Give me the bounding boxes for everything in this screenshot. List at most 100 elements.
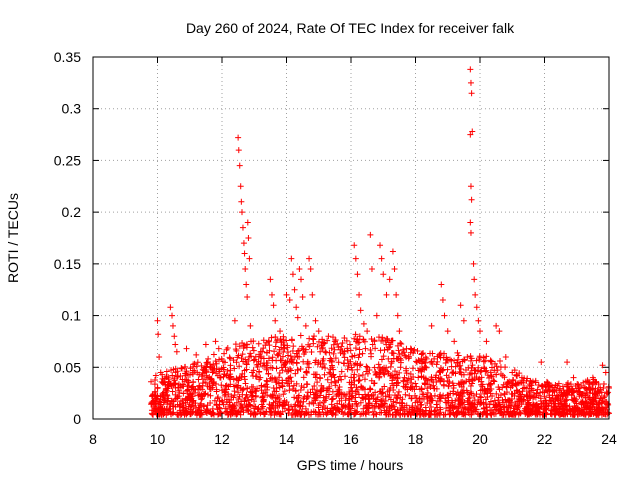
- data-point: [264, 378, 271, 385]
- data-point: [417, 402, 424, 409]
- data-point: [416, 395, 423, 402]
- data-point: [315, 402, 322, 409]
- data-point: [174, 395, 181, 402]
- data-point: [269, 354, 276, 361]
- data-point: [304, 360, 311, 367]
- data-point: [395, 347, 402, 354]
- data-point: [295, 394, 302, 401]
- data-point: [587, 396, 594, 403]
- data-point: [212, 380, 219, 387]
- data-point: [602, 409, 609, 416]
- data-point: [383, 291, 390, 298]
- data-point: [476, 375, 483, 382]
- data-point: [397, 394, 404, 401]
- data-point: [320, 402, 327, 409]
- data-point: [164, 397, 171, 404]
- data-point: [300, 398, 307, 405]
- data-point: [223, 399, 230, 406]
- data-point: [496, 328, 503, 335]
- x-tick-label: 12: [214, 431, 230, 447]
- grid-lines: [93, 57, 609, 419]
- data-point: [260, 359, 267, 366]
- data-point: [234, 376, 241, 383]
- data-point: [433, 401, 440, 408]
- data-point: [384, 388, 391, 395]
- data-point: [593, 410, 600, 417]
- data-point: [209, 369, 216, 376]
- data-point: [207, 376, 214, 383]
- data-point: [228, 396, 235, 403]
- data-point: [332, 336, 339, 343]
- y-tick-label: 0.15: [54, 256, 81, 272]
- data-point: [324, 337, 331, 344]
- data-point: [509, 411, 516, 418]
- data-point: [551, 388, 558, 395]
- data-point: [570, 374, 577, 381]
- data-point: [368, 353, 375, 360]
- data-point: [172, 365, 179, 372]
- data-point: [465, 395, 472, 402]
- data-point: [356, 362, 363, 369]
- data-point: [215, 394, 222, 401]
- data-point: [231, 365, 238, 372]
- data-point: [385, 355, 392, 362]
- data-point: [324, 405, 331, 412]
- data-point: [469, 377, 476, 384]
- data-point: [227, 362, 234, 369]
- data-point: [352, 398, 359, 405]
- data-point: [534, 386, 541, 393]
- data-point: [182, 410, 189, 417]
- data-point: [220, 373, 227, 380]
- data-point: [208, 376, 215, 383]
- data-point: [393, 379, 400, 386]
- data-point: [356, 339, 363, 346]
- data-point: [327, 366, 334, 373]
- data-point: [390, 411, 397, 418]
- data-point: [428, 393, 435, 400]
- data-point: [322, 364, 329, 371]
- data-point: [258, 401, 265, 408]
- data-point: [204, 383, 211, 390]
- x-axis-label: GPS time / hours: [297, 457, 404, 473]
- data-point: [403, 345, 410, 352]
- data-point: [152, 377, 159, 384]
- data-point: [261, 411, 268, 418]
- data-point: [338, 376, 345, 383]
- data-point: [284, 368, 291, 375]
- data-point: [245, 397, 252, 404]
- data-point: [320, 340, 327, 347]
- data-point: [231, 392, 238, 399]
- data-point: [373, 370, 380, 377]
- data-point: [396, 400, 403, 407]
- data-point: [217, 374, 224, 381]
- data-point: [338, 343, 345, 350]
- data-point: [458, 408, 465, 415]
- data-point: [210, 361, 217, 368]
- data-point: [451, 411, 458, 418]
- data-point: [500, 404, 507, 411]
- data-point: [417, 399, 424, 406]
- data-point: [483, 338, 490, 345]
- data-point: [281, 388, 288, 395]
- data-point: [276, 374, 283, 381]
- data-point: [519, 388, 526, 395]
- data-point: [493, 402, 500, 409]
- data-point: [290, 343, 297, 350]
- data-point: [403, 381, 410, 388]
- data-point: [194, 359, 201, 366]
- data-point: [252, 403, 259, 410]
- data-point: [327, 355, 334, 362]
- data-point: [268, 406, 275, 413]
- data-point: [456, 409, 463, 416]
- data-point: [508, 395, 515, 402]
- data-point: [455, 352, 462, 359]
- data-point: [262, 342, 269, 349]
- data-point: [535, 382, 542, 389]
- data-point: [297, 387, 304, 394]
- data-point: [278, 411, 285, 418]
- data-point: [356, 291, 363, 298]
- data-point: [320, 399, 327, 406]
- data-point: [259, 394, 266, 401]
- data-point: [263, 377, 270, 384]
